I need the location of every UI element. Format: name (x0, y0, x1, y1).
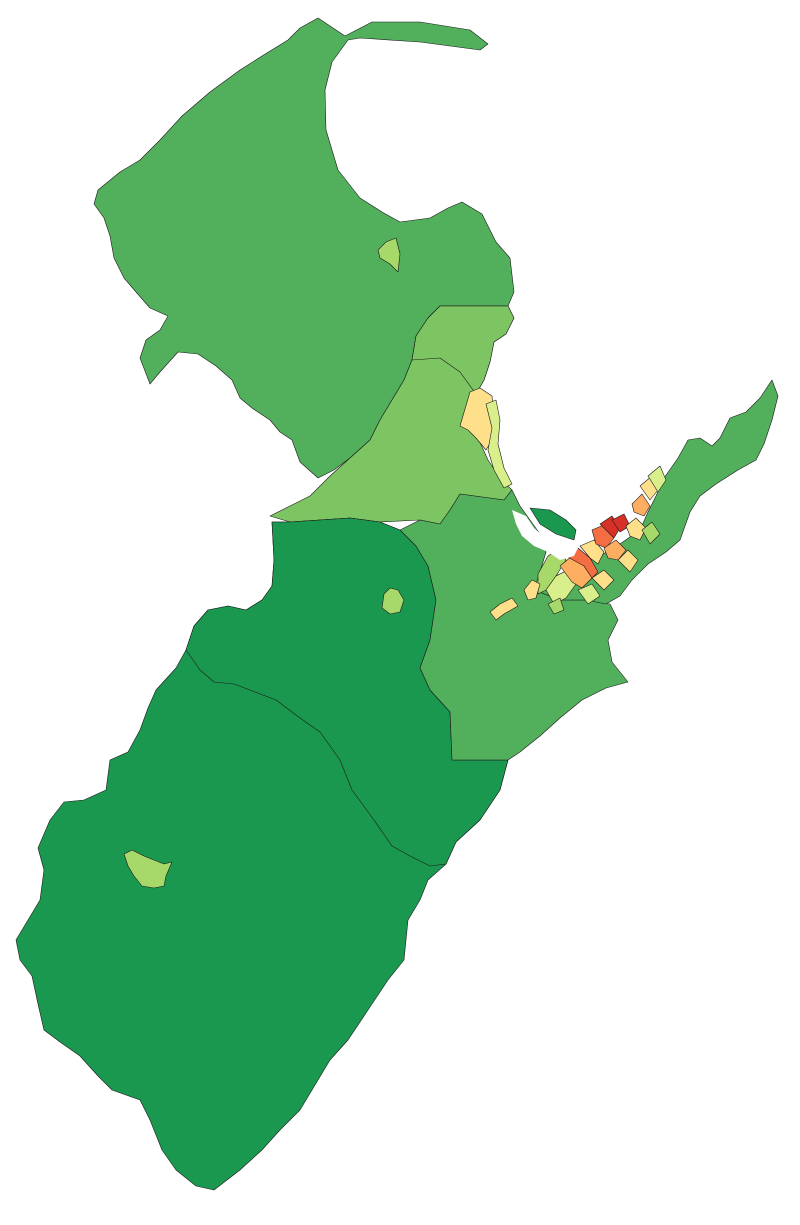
region-east-central[interactable] (399, 489, 629, 761)
urban-tract-11[interactable] (625, 517, 647, 541)
urban-tract-19[interactable] (523, 579, 541, 601)
urban-tract-16[interactable] (591, 569, 615, 591)
region-central-east[interactable] (411, 305, 515, 395)
urban-tract-10[interactable] (617, 549, 639, 573)
urban-tract-12[interactable] (631, 493, 651, 517)
urban-tract-5[interactable] (579, 539, 605, 565)
urban-tract-1[interactable] (537, 547, 567, 595)
urban-tract-9[interactable] (603, 539, 627, 561)
urban-tract-20[interactable] (547, 597, 565, 615)
region-river-strip-2[interactable] (485, 399, 513, 489)
urban-tract-15[interactable] (641, 521, 661, 545)
region-south-town-north[interactable] (381, 587, 405, 615)
urban-tract-14[interactable] (647, 465, 667, 493)
urban-tract-18[interactable] (489, 597, 519, 621)
region-coastal-dark[interactable] (529, 507, 577, 541)
urban-tract-17[interactable] (577, 583, 601, 605)
region-north-town[interactable] (377, 237, 401, 273)
region-south-town-west[interactable] (123, 849, 173, 889)
water-inlet (512, 510, 580, 560)
